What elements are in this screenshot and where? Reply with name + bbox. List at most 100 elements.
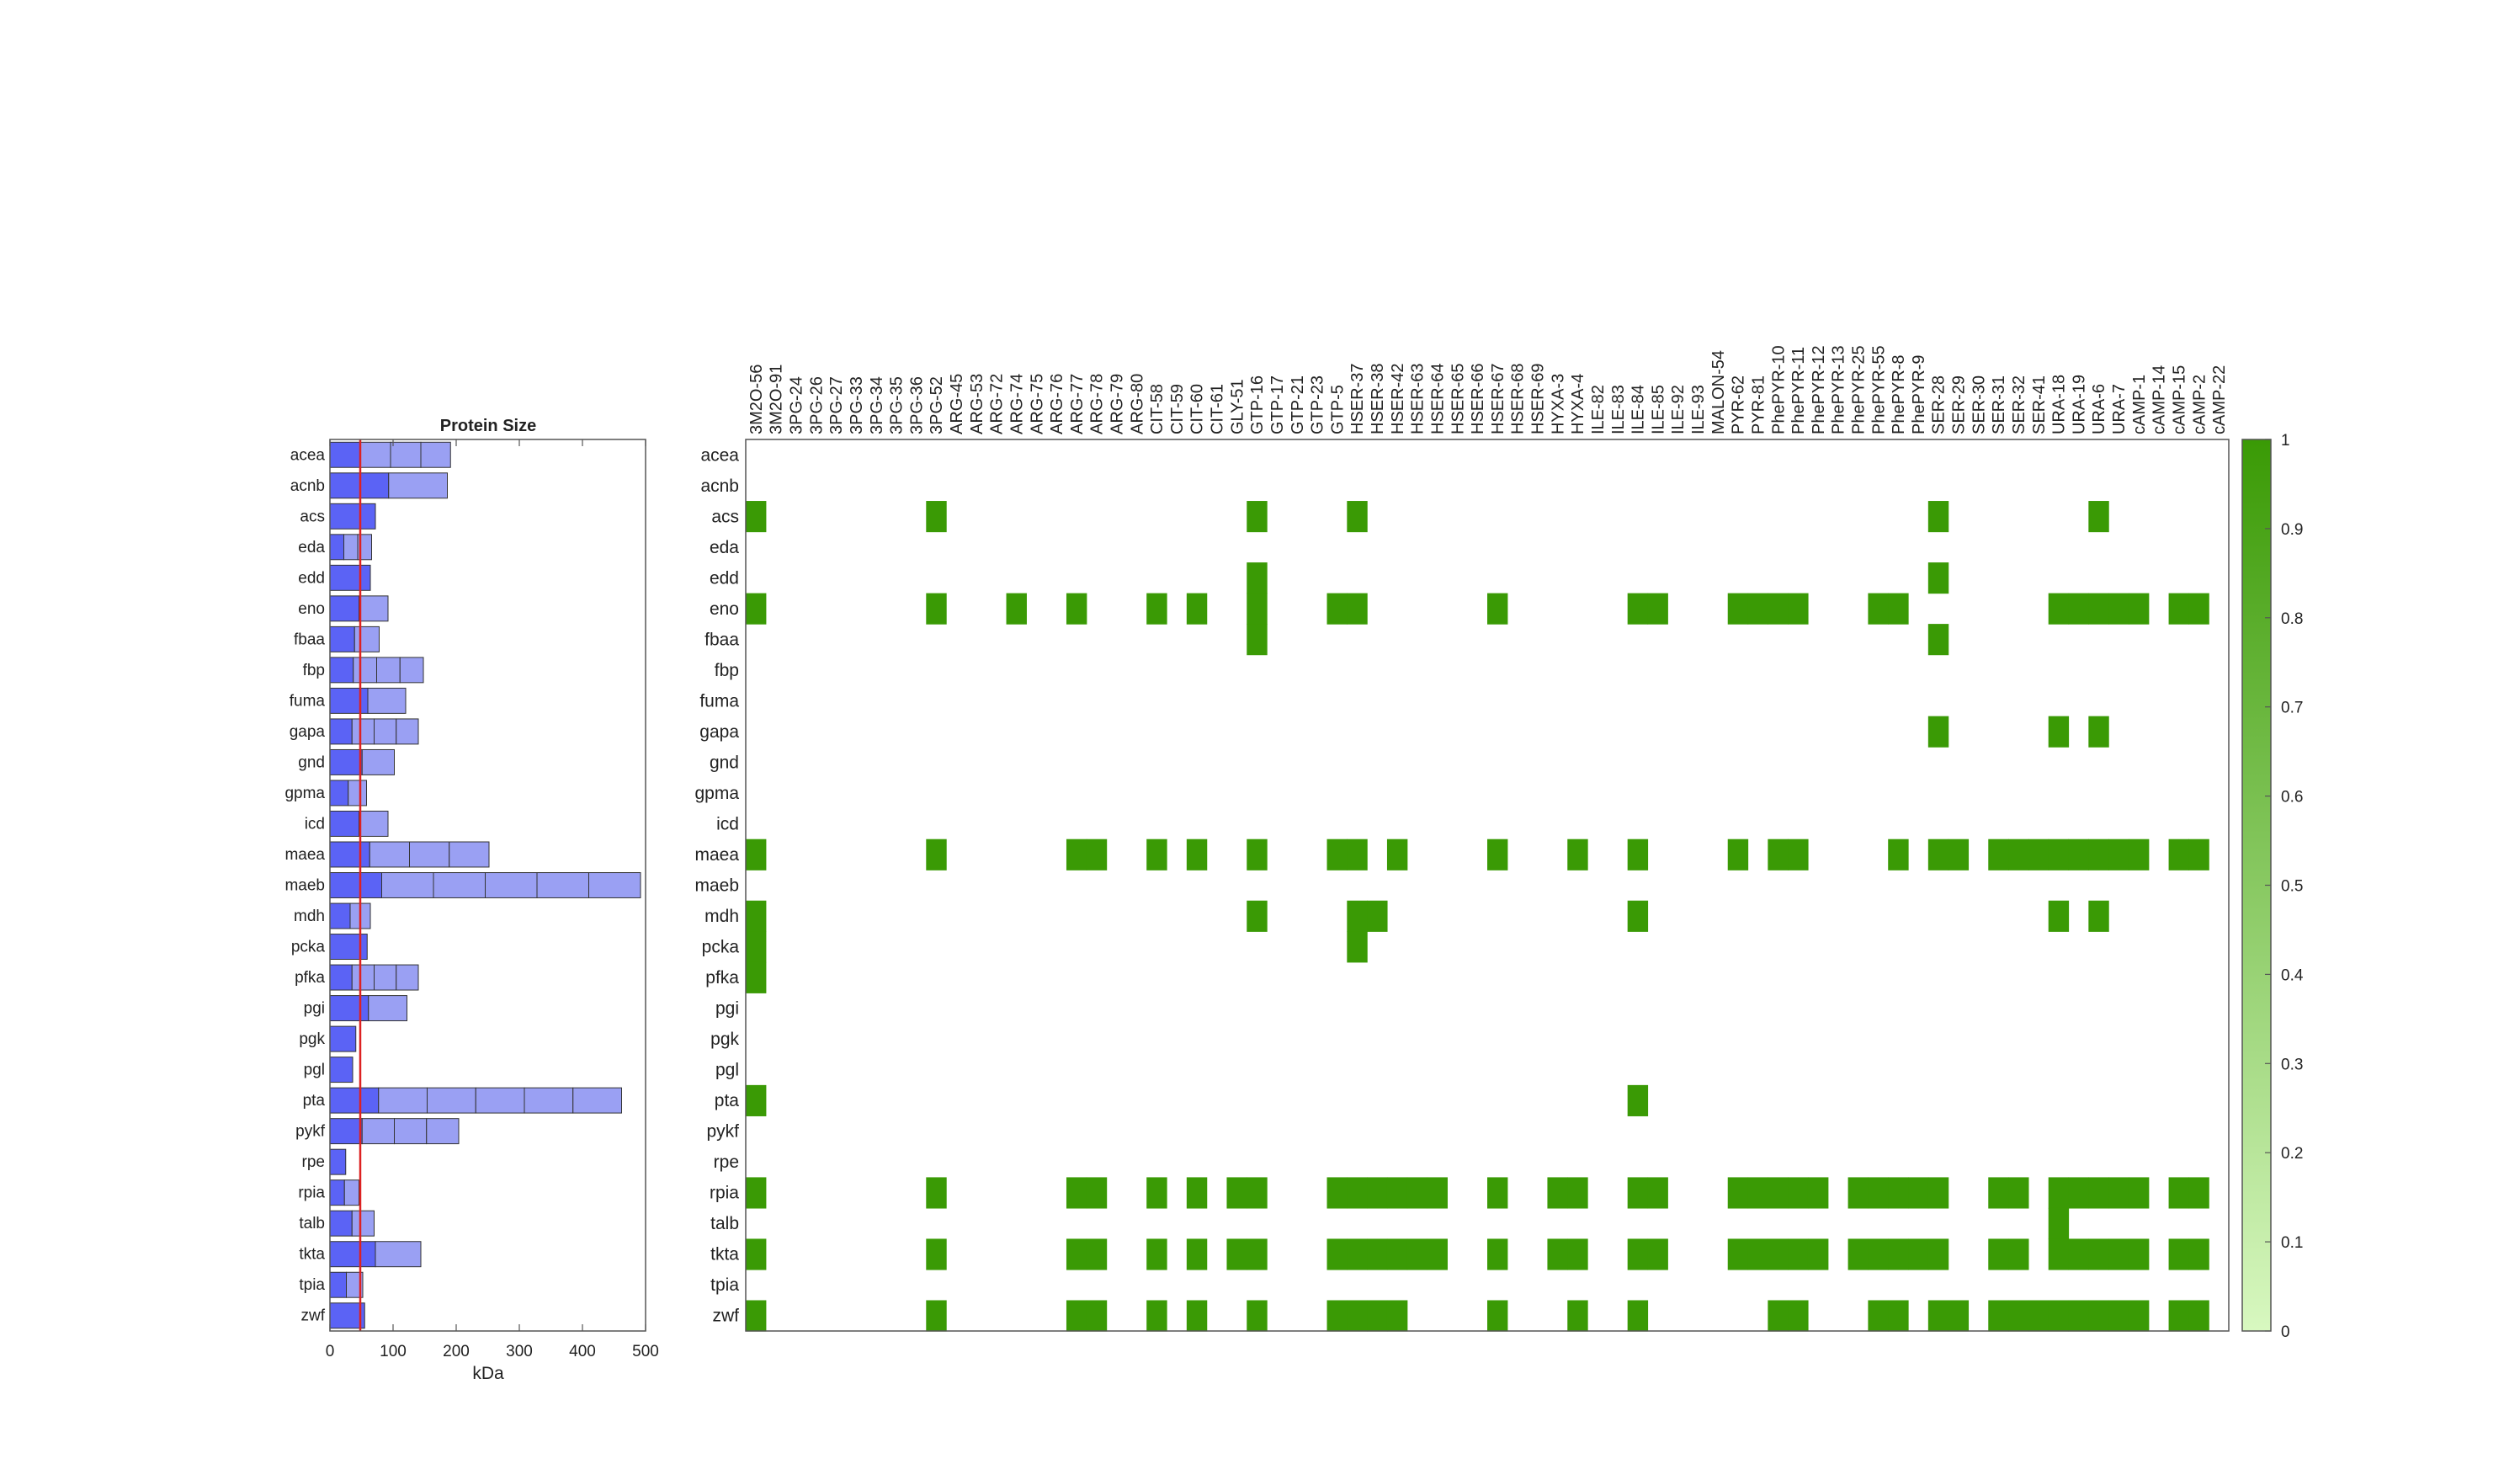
heatmap-cell [746, 1177, 767, 1209]
bar-segment [329, 872, 382, 898]
heatmap-cell [1146, 1177, 1167, 1209]
heatmap-row-label: gapa [699, 722, 739, 742]
heatmap-cell [1567, 1300, 1588, 1332]
heatmap-column-label: PhePYR-13 [1830, 345, 1848, 434]
bar-category-label: gpma [284, 785, 325, 802]
heatmap-cell [2028, 1300, 2049, 1332]
bar-category-label: tkta [299, 1246, 325, 1264]
heatmap-column-label: HSER-67 [1489, 364, 1507, 434]
heatmap-row-label: icd [716, 814, 739, 833]
bar-segment [329, 687, 369, 714]
bar-segment [396, 964, 419, 991]
heatmap-cell [1086, 838, 1108, 870]
heatmap-cell [1927, 1300, 1949, 1332]
heatmap-column-label: ILE-92 [1669, 385, 1688, 434]
heatmap-cell [1186, 1238, 1208, 1270]
heatmap-cell [1247, 562, 1268, 594]
bar-segment [449, 841, 490, 868]
heatmap-cell [1226, 1177, 1247, 1209]
heatmap-cell [2128, 1300, 2150, 1332]
heatmap-cell [1567, 1177, 1588, 1209]
heatmap-cell [2168, 1238, 2189, 1270]
bar-segment [381, 872, 434, 898]
heatmap-cell [1927, 1238, 1949, 1270]
bar-x-axis-label: kDa [472, 1364, 504, 1383]
heatmap-row-label: rpia [710, 1184, 739, 1203]
heatmap-cell [746, 1238, 767, 1270]
heatmap-cell [2068, 838, 2089, 870]
heatmap-cell [1347, 501, 1368, 533]
bar-segment [329, 1241, 376, 1268]
heatmap-column-label: HYXA-3 [1549, 374, 1567, 434]
bar-category-label: maeb [284, 877, 325, 895]
heatmap-cell [2068, 1177, 2089, 1209]
heatmap-cell [1347, 1177, 1368, 1209]
heatmap-cell [746, 838, 767, 870]
heatmap-column-label: 3PG-36 [907, 376, 926, 434]
heatmap-cell [1927, 716, 1949, 748]
heatmap-cell [1066, 1300, 1087, 1332]
bar-segment [329, 1148, 347, 1175]
bar-x-tick-label: 200 [443, 1343, 470, 1360]
heatmap-column-label: HSER-66 [1469, 364, 1487, 434]
heatmap-column-label: ARG-72 [988, 374, 1007, 434]
heatmap-cell [2168, 1300, 2189, 1332]
heatmap-cell [1868, 1177, 1889, 1209]
heatmap-cell [1326, 838, 1348, 870]
bar-category-label: maea [284, 846, 325, 864]
heatmap-column-label: ARG-79 [1108, 374, 1127, 434]
bar-category-label: pgk [299, 1030, 325, 1048]
bar-x-ticks: 0 100 200 300 400 500 [326, 439, 659, 1360]
heatmap-column-label: cAMP-2 [2190, 375, 2209, 434]
heatmap-row-label: gnd [710, 753, 739, 772]
bar-segment [524, 1087, 574, 1114]
bar-category-label: pykf [295, 1123, 326, 1141]
heatmap-column-label: SER-41 [2030, 375, 2049, 434]
heatmap-column-label: PhePYR-55 [1869, 345, 1888, 434]
bar-segment [343, 534, 359, 561]
bar-chart-title: Protein Size [440, 417, 536, 435]
heatmap-row-label: talb [710, 1214, 739, 1233]
heatmap-column-label: URA-19 [2070, 375, 2088, 434]
heatmap-column-label: PYR-81 [1749, 375, 1768, 434]
heatmap-cell [1847, 1177, 1869, 1209]
heatmap-row-label: acnb [700, 476, 739, 496]
heatmap-cell [1347, 900, 1368, 932]
heatmap-cell [2048, 593, 2070, 625]
heatmap-cell [1768, 1238, 1789, 1270]
heatmap-column-label: GTP-21 [1289, 375, 1307, 434]
heatmap-column-label: cAMP-22 [2210, 365, 2229, 434]
heatmap-cell [1386, 1300, 1408, 1332]
heatmap-cell [2108, 1177, 2129, 1209]
bar-segment [329, 564, 371, 591]
heatmap-column-labels: 3M2O-56 3M2O-91 3PG-24 3PG-26 3PG-27 3PG-33 3P… [747, 345, 2229, 434]
heatmap-column-label: ILE-83 [1609, 385, 1628, 434]
heatmap-row-label: acs [711, 507, 739, 526]
heatmap-column-label: HSER-64 [1428, 364, 1447, 434]
bar-segment [427, 1087, 476, 1114]
heatmap-cell [1406, 1238, 1428, 1270]
heatmap-column-label: cAMP-15 [2170, 365, 2188, 434]
heatmap-column-label: URA-6 [2090, 384, 2108, 434]
heatmap-cell [1146, 1300, 1167, 1332]
heatmap-row-label: rpe [714, 1153, 739, 1172]
heatmap-column-label: cAMP-1 [2130, 375, 2149, 434]
heatmap-cell [1647, 1177, 1668, 1209]
heatmap-row-label: tpia [710, 1275, 739, 1295]
heatmap-cell [1868, 1238, 1889, 1270]
heatmap-column-label: HSER-63 [1409, 364, 1427, 434]
heatmap-axes-frame [745, 439, 2230, 1332]
bar-segment [329, 995, 369, 1022]
heatmap-cell [1146, 593, 1167, 625]
colorbar-tick-label: 0.4 [2281, 966, 2304, 984]
bar-segment [351, 964, 375, 991]
heatmap-column-label: ILE-84 [1629, 385, 1648, 434]
heatmap-cell [2068, 1238, 2089, 1270]
bar-category-label: pfka [295, 969, 325, 987]
heatmap-cell [1247, 900, 1268, 932]
heatmap-column-label: SER-32 [2010, 375, 2028, 434]
heatmap-cell [1988, 1300, 2009, 1332]
bar-category-label: acnb [290, 477, 325, 495]
heatmap-cell [1086, 1177, 1108, 1209]
heatmap-cell [1066, 1238, 1087, 1270]
